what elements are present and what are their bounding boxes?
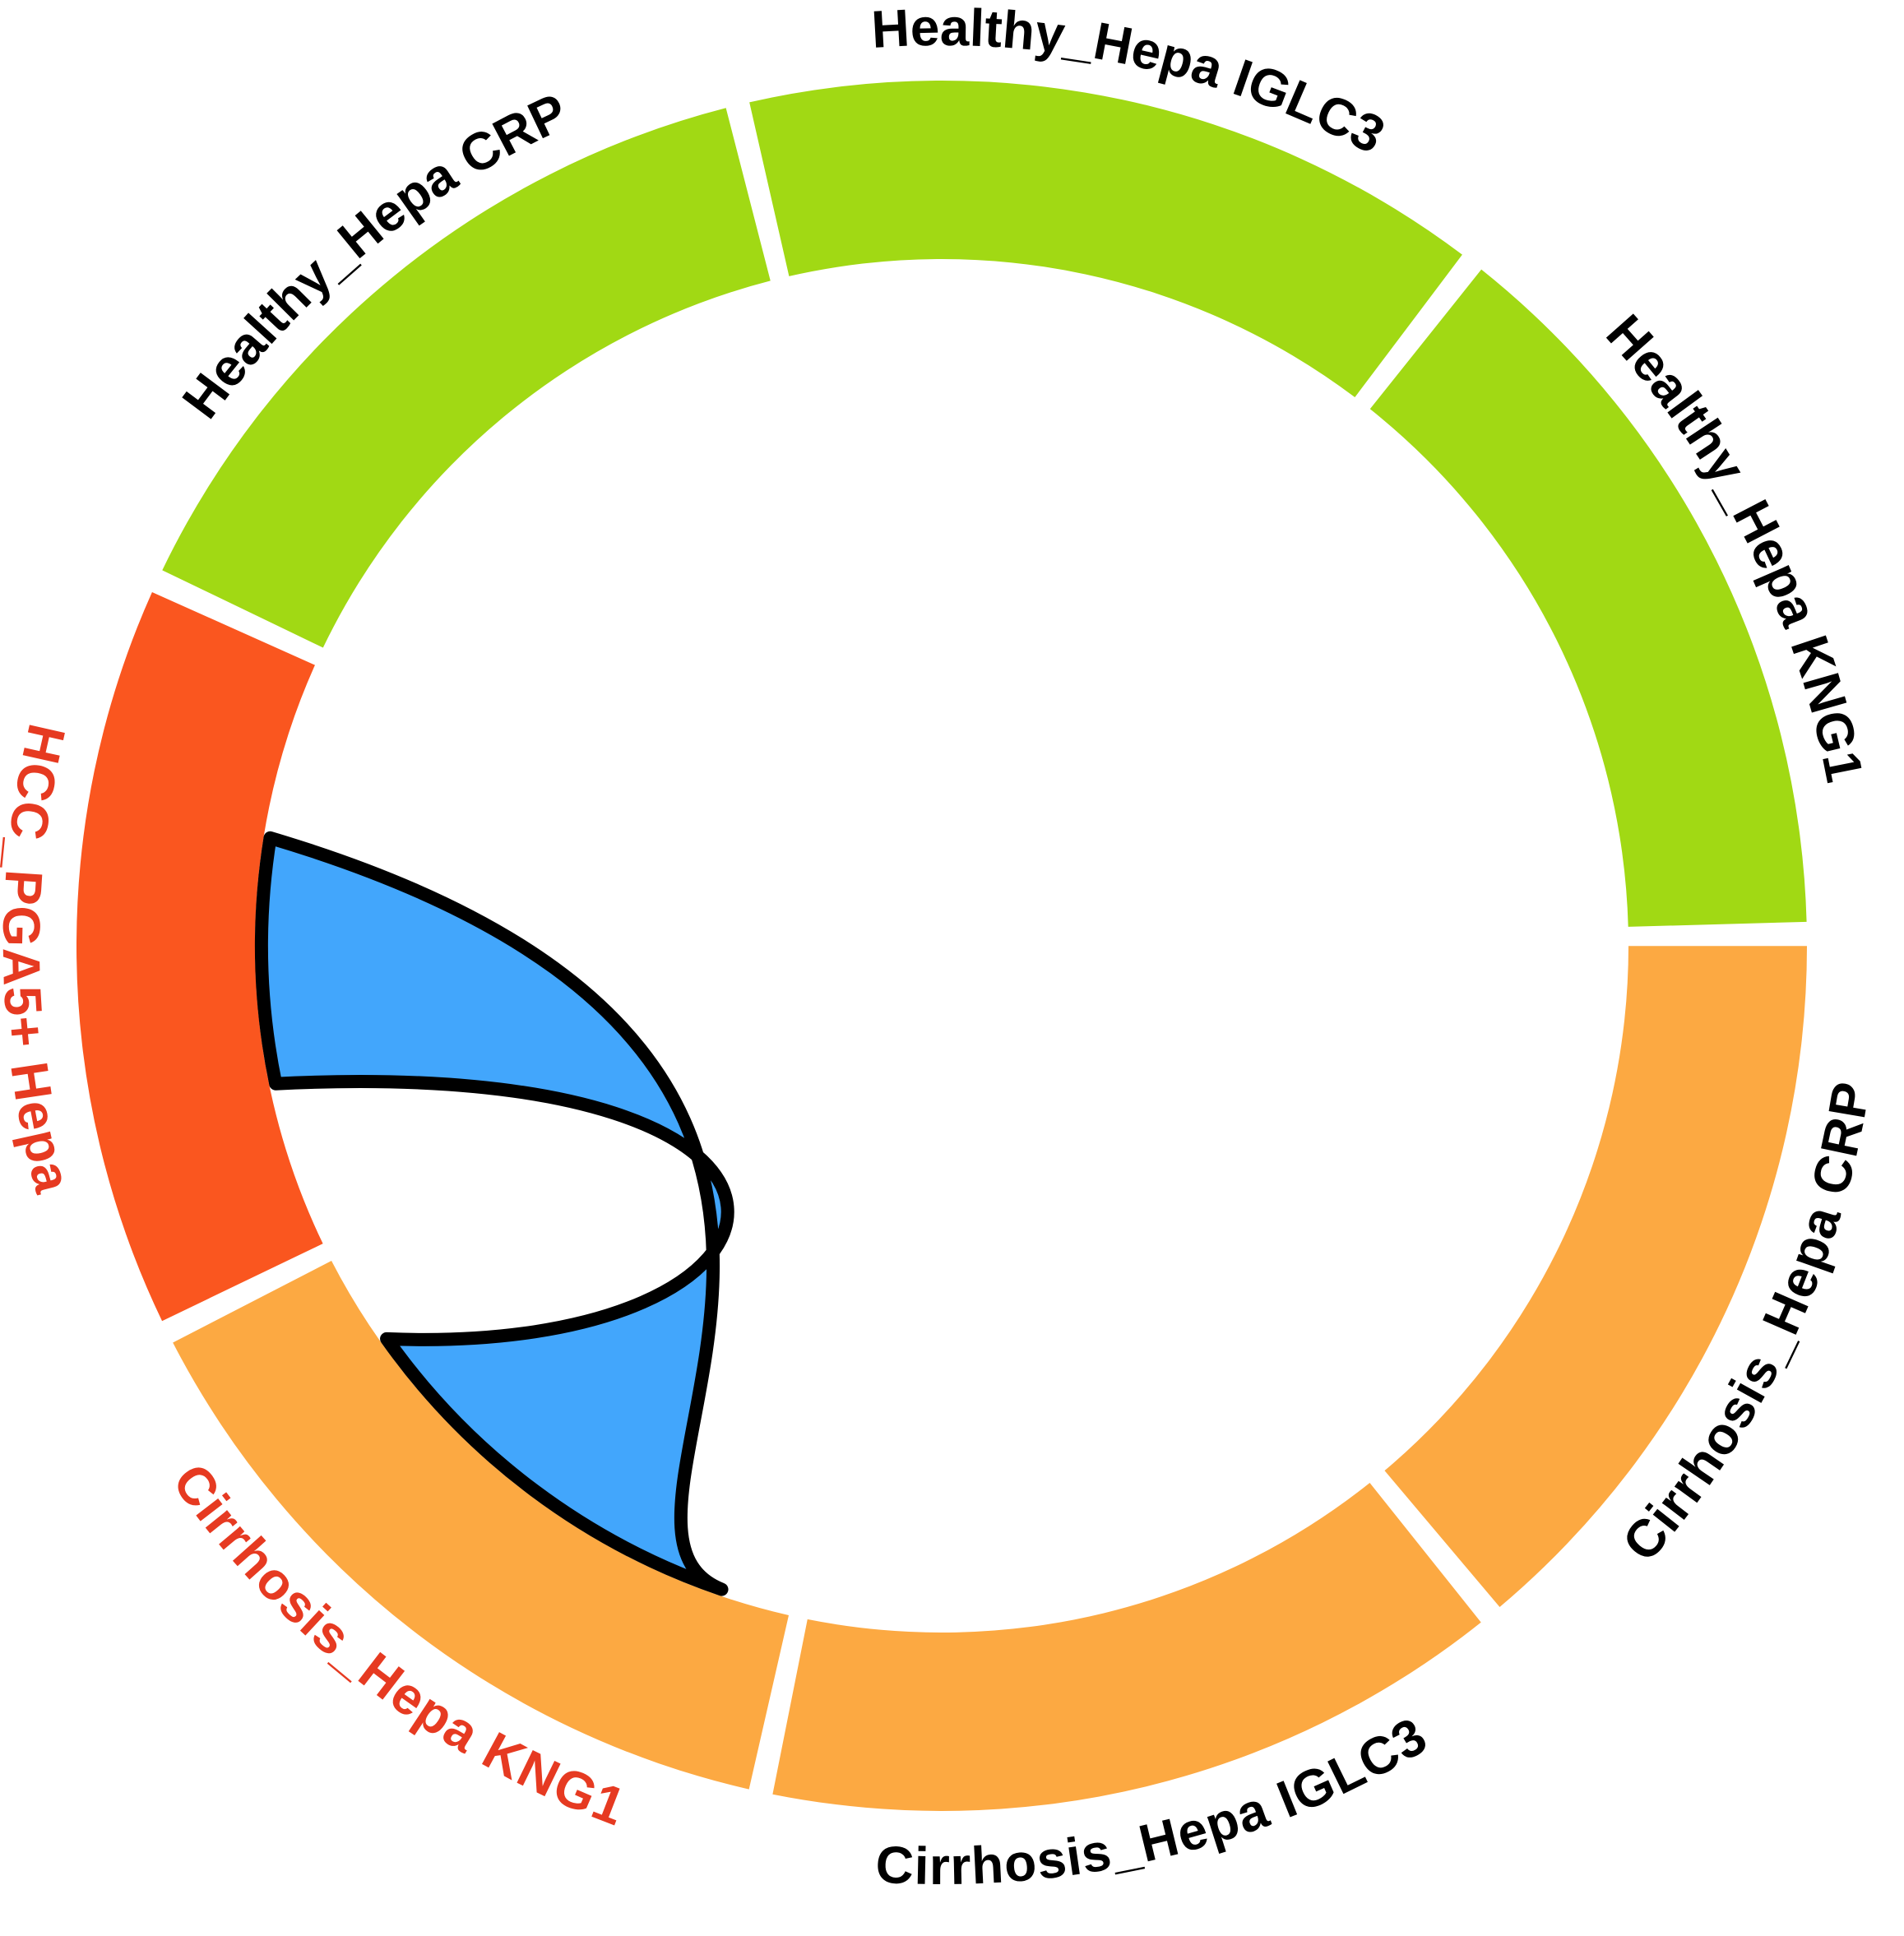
sector-label-hcc-pga5-hepa: HCC_PGA5+ Hepa [0, 719, 83, 1198]
sector-cirrhosis-hepa-iglc3 [772, 1482, 1481, 1811]
sector-cirrhosis-hepa-kng1 [173, 1260, 789, 1790]
sector-healthy-hepa-crp [162, 108, 771, 648]
sector-cirrhosis-hepa-crp [1384, 946, 1807, 1608]
chord-links [255, 831, 734, 1596]
chord-link-0 [255, 831, 734, 1596]
sector-ring [76, 81, 1807, 1811]
sector-healthy-hepa-iglc3 [749, 81, 1462, 398]
sector-healthy-hepa-kng1 [1369, 269, 1807, 927]
sector-hcc-pga5-hepa [76, 591, 323, 1322]
